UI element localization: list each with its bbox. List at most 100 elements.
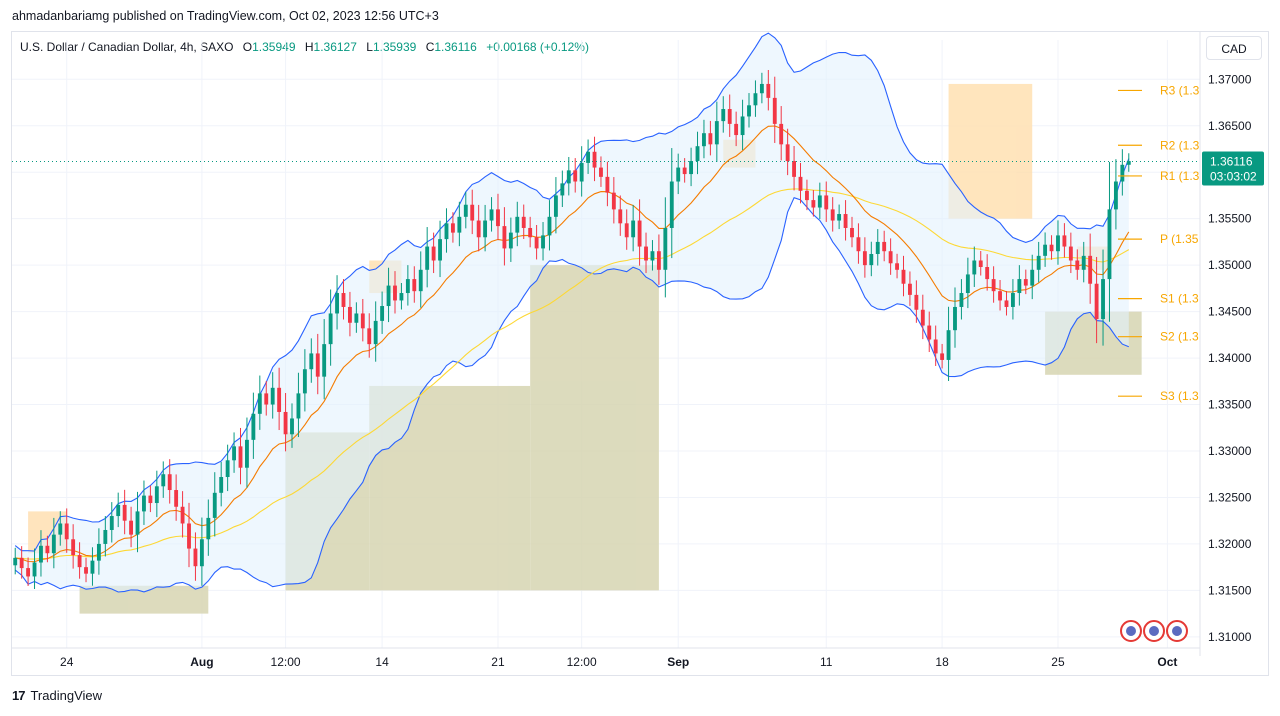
candle-body [676, 167, 681, 182]
candle-body [817, 195, 822, 208]
candle-body [1017, 279, 1022, 294]
candle-body [1010, 293, 1015, 307]
candle-body [206, 517, 211, 540]
candle-body [547, 216, 552, 236]
candle-body [251, 413, 256, 440]
candle-body [412, 279, 417, 292]
candle-body [341, 293, 346, 307]
x-tick-label: 21 [491, 655, 505, 669]
candle-body [348, 306, 352, 323]
x-tick-label: Oct [1157, 655, 1177, 669]
last-price-label: 1.36116 [1210, 154, 1253, 168]
candle-body [953, 306, 957, 331]
candle-body [463, 204, 468, 217]
candle-body [328, 313, 333, 345]
candle-body [489, 209, 494, 221]
pivot-label: R1 (1.3 [1160, 169, 1200, 183]
candle-body [682, 167, 687, 175]
candle-body [431, 246, 436, 261]
candle-body [1062, 235, 1067, 247]
candle-body [985, 267, 990, 280]
candle-body [965, 274, 970, 294]
candle-body [142, 495, 146, 512]
candle-body [405, 279, 410, 294]
y-axis: 1.370001.365001.360001.355001.350001.345… [1199, 32, 1264, 656]
candle-body [39, 545, 43, 563]
bollinger-upper [14, 32, 1130, 552]
candle-body [302, 369, 307, 394]
candle-body [792, 161, 796, 177]
candle-body [1088, 255, 1093, 284]
candle-body [721, 109, 726, 122]
candle-body [843, 214, 848, 228]
y-tick-label: 1.37000 [1208, 72, 1252, 86]
demand-zone [530, 265, 659, 591]
candle-body [1030, 269, 1035, 286]
candle-body [476, 220, 481, 238]
candle-body [805, 190, 809, 201]
candle-body [238, 446, 243, 468]
candle-body [290, 418, 294, 435]
candle-body [373, 320, 378, 345]
candle-body [779, 123, 784, 145]
candle-body [148, 495, 153, 504]
candle-body [264, 393, 269, 405]
candle-body [1094, 283, 1099, 320]
candle-body [772, 97, 777, 124]
last-price-badge [1202, 151, 1264, 186]
x-tick-label: Sep [667, 655, 689, 669]
x-tick-label: 11 [820, 655, 833, 669]
candle-body [631, 220, 636, 238]
candle-body [901, 269, 906, 284]
candle-body [367, 328, 372, 345]
candles [13, 70, 1131, 589]
candle-body [528, 227, 533, 238]
change-value: +0.00168 (+0.12%) [486, 40, 589, 54]
candle-body [850, 227, 854, 238]
countdown-label: 03:03:02 [1210, 169, 1257, 183]
candle-body [64, 523, 69, 540]
bollinger-fill [15, 33, 1129, 593]
currency-button[interactable]: CAD [1206, 36, 1262, 60]
candle-body [71, 539, 76, 556]
candle-body [566, 170, 571, 184]
candle-body [1068, 246, 1073, 261]
candle-body [496, 209, 500, 227]
y-tick-label: 1.32000 [1208, 537, 1252, 551]
candle-body [1101, 279, 1105, 320]
candle-body [656, 251, 661, 270]
candle-body [998, 291, 1002, 301]
candle-body [663, 227, 668, 270]
candle-body [315, 353, 320, 377]
economic-event-icon [1166, 620, 1188, 642]
event-flag-dot [1126, 626, 1136, 636]
candle-body [322, 344, 327, 377]
candle-body [19, 557, 24, 569]
candle-body [116, 504, 121, 517]
candle-body [380, 306, 385, 321]
candle-body [219, 477, 224, 493]
ma-slow [15, 188, 1130, 560]
close-value: 1.36116 [434, 40, 477, 54]
candle-body [1036, 255, 1041, 270]
candle-body [161, 474, 166, 487]
candle-body [77, 555, 82, 568]
publish-info: ahmadanbariamg published on TradingView.… [12, 9, 439, 23]
candle-body [830, 209, 835, 221]
candle-body [13, 557, 18, 566]
open-value: 1.35949 [252, 40, 296, 54]
candle-body [309, 353, 314, 370]
candle-body [766, 83, 771, 98]
candle-body [109, 516, 114, 530]
candle-body [515, 216, 520, 233]
candle-body [695, 146, 700, 162]
symbol-title[interactable]: U.S. Dollar / Canadian Dollar, 4h, SAXO [20, 40, 234, 54]
candle-body [386, 285, 391, 307]
low-label: L [366, 40, 373, 54]
y-tick-label: 1.31500 [1208, 583, 1252, 597]
candle-body [438, 239, 442, 261]
candle-body [508, 232, 513, 249]
candle-body [1004, 300, 1009, 307]
candle-body [753, 93, 758, 106]
